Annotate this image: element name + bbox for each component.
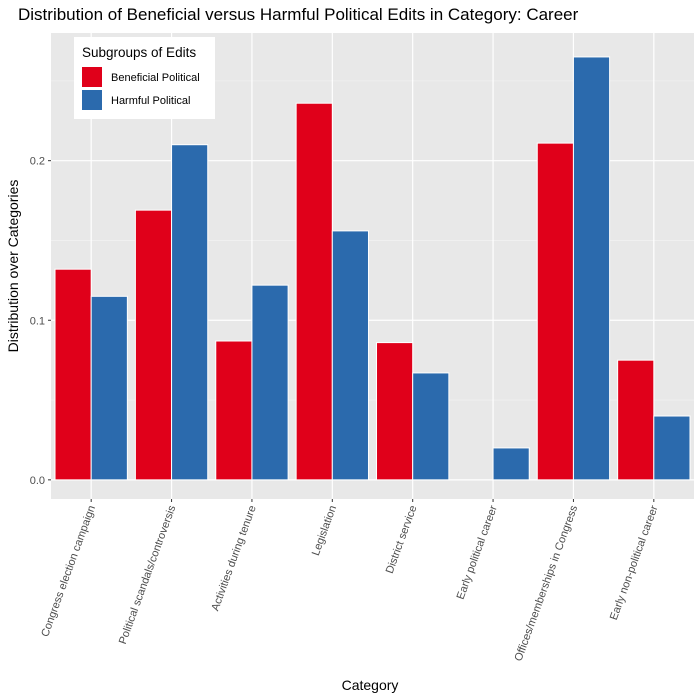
bars bbox=[54, 56, 691, 481]
legend-title: Subgroups of Edits bbox=[82, 45, 196, 60]
legend-swatch bbox=[82, 67, 102, 87]
x-tick-label: Legislation bbox=[310, 504, 339, 558]
bar bbox=[171, 144, 209, 481]
x-axis: Congress election campaign Political scan… bbox=[39, 499, 661, 663]
bar bbox=[412, 372, 450, 481]
bar bbox=[215, 340, 253, 481]
y-tick-label: 0.1 bbox=[30, 315, 45, 327]
y-axis-title: Distribution over Categories bbox=[5, 180, 21, 353]
chart-title: Distribution of Beneficial versus Harmfu… bbox=[18, 5, 579, 24]
bar bbox=[251, 284, 289, 481]
bar bbox=[331, 230, 369, 481]
bar bbox=[492, 447, 530, 481]
bar bbox=[90, 295, 128, 481]
bar bbox=[536, 142, 574, 481]
legend-label: Harmful Political bbox=[111, 95, 190, 107]
bar bbox=[134, 209, 173, 481]
x-tick-label: Activities during tenure bbox=[209, 504, 258, 613]
x-tick-label: Early political career bbox=[455, 504, 500, 601]
legend: Subgroups of Edits Beneficial Political H… bbox=[74, 37, 215, 119]
y-axis: 0.0 0.1 0.2 bbox=[30, 156, 51, 487]
x-tick-label: Congress election campaign bbox=[39, 504, 98, 639]
bar bbox=[376, 342, 414, 481]
bar bbox=[653, 415, 691, 481]
bar bbox=[295, 102, 333, 481]
legend-items: Beneficial Political Harmful Political bbox=[82, 67, 200, 110]
x-tick-label: Political scandals/controversis bbox=[117, 503, 179, 645]
legend-swatch bbox=[82, 90, 102, 110]
y-tick-label: 0.0 bbox=[30, 475, 45, 487]
bar bbox=[54, 268, 92, 481]
y-tick-label: 0.2 bbox=[30, 156, 45, 168]
x-axis-title: Category bbox=[342, 677, 399, 693]
bar bbox=[617, 359, 655, 481]
x-tick-label: District service bbox=[384, 504, 420, 575]
x-tick-label: Offices/memberships in Congress bbox=[513, 503, 581, 662]
legend-label: Beneficial Political bbox=[111, 72, 200, 84]
bar bbox=[572, 56, 611, 481]
x-tick-label: Early non-political career bbox=[608, 504, 661, 622]
